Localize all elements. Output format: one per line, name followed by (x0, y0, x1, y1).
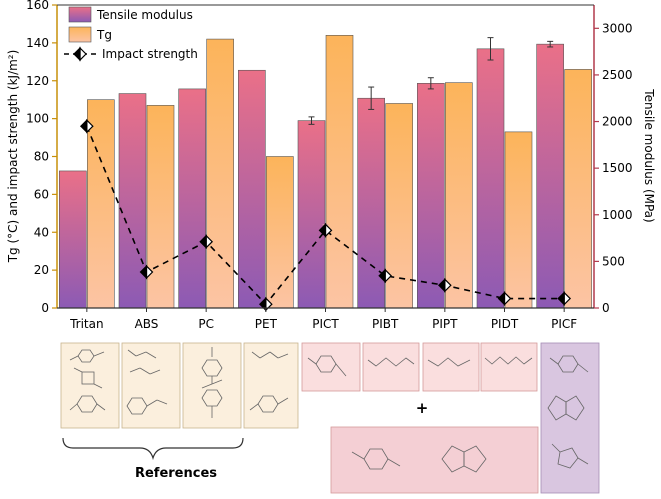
bar-modulus-tritan (59, 170, 87, 309)
bar-tg-pet (266, 156, 294, 309)
left-ticks: 0 20 40 60 80 100 120 140 160 (26, 0, 57, 315)
impact-marker-left-half (139, 264, 148, 280)
y2-axis-label: Tensile modulus (MPa) (642, 88, 656, 222)
x-tick-label-pidt: PIDT (491, 317, 519, 331)
structure-panel-pc (182, 342, 242, 429)
impact-marker-left-half (258, 296, 267, 312)
x-tick-label-pet: PET (255, 317, 278, 331)
impact-marker-left-half (79, 118, 88, 134)
x-ticks: Tritan ABS PC PET PICT PIBT PIPT PIDT PICF (69, 308, 577, 331)
impact-marker-left-half (378, 268, 386, 284)
bar-tg-pipt (445, 82, 473, 309)
bar-modulus-pidt (476, 48, 505, 309)
impact-marker-pidt (497, 291, 512, 306)
bar-tg-pc (206, 38, 234, 309)
legend-swatch-modulus (68, 6, 92, 23)
x-tick-label-tritan: Tritan (69, 317, 104, 331)
left-tick-label: 140 (26, 36, 49, 50)
right-tick-label: 2000 (602, 115, 633, 129)
left-tick-label: 120 (26, 74, 49, 88)
impact-marker-left-half (318, 222, 327, 238)
bar-modulus-pibt (357, 97, 385, 309)
bars-group (59, 34, 592, 309)
bar-tg-tritan (87, 99, 115, 309)
structure-panels (60, 342, 600, 494)
left-tick-label: 80 (34, 150, 49, 164)
impact-marker-left-half (497, 291, 506, 306)
impact-marker-left-half (199, 234, 207, 250)
bar-modulus-pet (238, 69, 266, 309)
right-tick-label: 1000 (602, 208, 633, 222)
bar-tg-pibt (385, 103, 413, 309)
x-tick-label-picf: PICF (551, 317, 577, 331)
references-brace (62, 437, 244, 461)
structure-panel-abs (121, 342, 181, 429)
plus-sign: + (416, 399, 429, 417)
bar-modulus-pict (297, 120, 326, 309)
legend-label-modulus: Tensile modulus (96, 8, 193, 22)
structure-panel-pict (301, 342, 361, 392)
right-ticks: 0 500 1000 1500 2000 2500 3000 (594, 21, 633, 315)
impact-marker-pc (199, 234, 214, 250)
right-tick-label: 0 (602, 301, 610, 315)
bar-modulus-pipt (417, 83, 445, 309)
structure-panel-pipt (422, 342, 480, 392)
impact-marker-pict (318, 222, 333, 238)
impact-marker-tritan (79, 118, 94, 134)
left-tick-label: 20 (34, 263, 49, 277)
x-tick-label-pc: PC (198, 317, 214, 331)
right-tick-label: 1500 (602, 161, 633, 175)
structure-panel-shared-monomers (330, 426, 539, 494)
bar-modulus-pc (178, 88, 206, 309)
right-tick-label: 2500 (602, 68, 633, 82)
x-tick-label-pipt: PIPT (432, 317, 458, 331)
impact-marker-picf (557, 291, 572, 306)
bar-modulus-picf (536, 43, 564, 309)
structure-panel-pidt (480, 342, 538, 392)
impact-marker-pipt (437, 277, 452, 293)
left-tick-label: 40 (34, 225, 49, 239)
impact-marker-left-half (437, 277, 446, 293)
x-tick-label-pibt: PIBT (372, 317, 399, 331)
structure-panel-pibt (362, 342, 420, 392)
legend-label-impact: Impact strength (102, 47, 198, 61)
bar-modulus-abs (118, 93, 147, 309)
plot-area (57, 5, 594, 308)
legend-swatch-tg (68, 26, 92, 43)
impact-marker-abs (139, 264, 154, 280)
bar-tg-pict (325, 34, 354, 309)
left-tick-label: 0 (41, 301, 49, 315)
left-tick-label: 60 (34, 187, 49, 201)
structure-panel-pet (243, 342, 299, 429)
x-tick-label-pict: PICT (312, 317, 339, 331)
left-tick-label: 100 (26, 112, 49, 126)
legend-label-tg: Tg (96, 28, 112, 42)
impact-marker-pet (258, 296, 273, 312)
x-tick-label-abs: ABS (135, 317, 159, 331)
structure-panel-tritan (60, 342, 120, 429)
impact-line (86, 125, 565, 306)
right-tick-label: 500 (602, 254, 625, 268)
left-tick-label: 160 (26, 0, 49, 12)
structure-panel-picf (540, 342, 600, 494)
y-axis-label: Tg (°C) and impact strength (kJ/m²) (6, 50, 20, 264)
legend-marker-impact (73, 46, 87, 62)
bar-tg-picf (564, 69, 592, 309)
bar-tg-pidt (504, 131, 533, 309)
bar-tg-abs (146, 105, 175, 309)
legend: Tensile modulus Tg Impact strength (64, 6, 198, 62)
impact-marker-left-half (557, 291, 565, 306)
references-label: References (135, 466, 217, 481)
impact-series (79, 118, 572, 312)
right-tick-label: 3000 (602, 21, 633, 35)
impact-marker-pibt (378, 268, 393, 284)
